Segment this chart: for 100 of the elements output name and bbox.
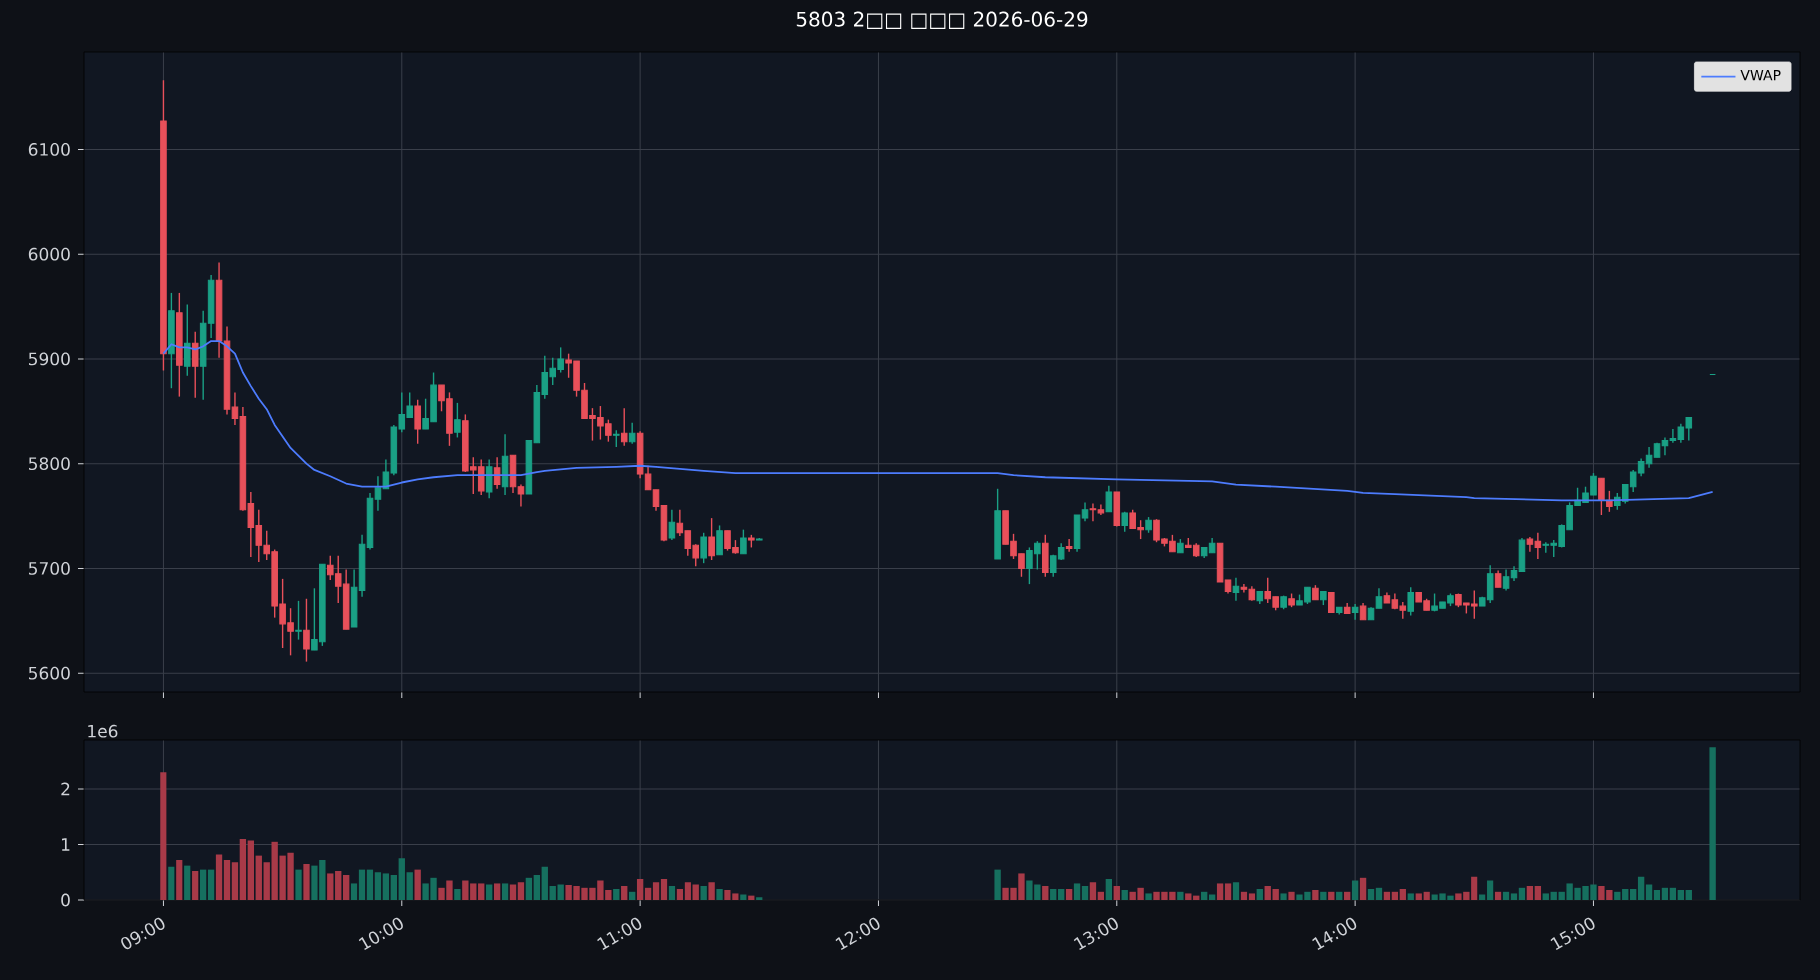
bar: [1661, 887, 1669, 900]
bar: [692, 884, 699, 900]
bar: [994, 869, 1001, 900]
bar: [700, 886, 707, 900]
bar: [1526, 886, 1534, 900]
bar: [1653, 890, 1661, 900]
bar: [756, 897, 763, 900]
bar: [1367, 888, 1375, 900]
bar: [724, 890, 731, 900]
bar: [192, 871, 199, 900]
candlestick: [303, 598, 310, 663]
bar: [223, 860, 231, 900]
bar: [1502, 891, 1510, 900]
bar: [1351, 880, 1359, 900]
y-tick-label: 5700: [28, 561, 70, 575]
bar: [1058, 888, 1065, 900]
chart-title: 5803 2□□ □□□ 2026-06-29: [796, 11, 1088, 29]
bar: [1383, 891, 1391, 900]
bar: [1050, 888, 1057, 900]
bar: [676, 888, 684, 900]
bar: [1113, 886, 1120, 900]
bar: [239, 838, 247, 900]
bar: [335, 871, 342, 900]
bar: [1518, 887, 1526, 900]
bar: [557, 884, 564, 900]
candlestick: [1105, 484, 1113, 513]
bar: [1145, 893, 1152, 900]
bar: [414, 869, 421, 900]
bar: [1105, 878, 1113, 900]
bar: [350, 883, 358, 900]
bar: [1494, 891, 1502, 900]
bar: [1534, 886, 1542, 900]
candlestick: [1328, 591, 1335, 613]
bar: [533, 875, 541, 900]
bar: [1240, 891, 1248, 900]
bar: [1272, 888, 1279, 900]
bar: [517, 882, 525, 900]
bar: [740, 894, 747, 900]
candlestick: [1081, 501, 1089, 522]
bar: [549, 886, 556, 900]
bar: [1391, 891, 1399, 900]
candlestick: [1351, 603, 1359, 621]
bar: [406, 872, 413, 900]
candlestick: [184, 303, 191, 377]
bar: [303, 863, 310, 900]
bar: [374, 872, 382, 900]
y-tick-label: 6100: [28, 142, 70, 156]
bar: [1177, 891, 1184, 900]
bar: [1550, 891, 1557, 900]
bar: [1081, 886, 1089, 900]
text: 1e6: [88, 724, 118, 738]
bar: [231, 862, 239, 900]
bar: [1677, 890, 1685, 900]
bar: [1645, 884, 1653, 900]
bar: [1296, 894, 1303, 900]
y-tick-label: 5600: [28, 666, 70, 680]
bar: [478, 883, 485, 900]
bar: [1208, 894, 1216, 900]
legend-label: VWAP: [1740, 70, 1781, 81]
bar: [1622, 888, 1629, 900]
candlestick: [1065, 538, 1073, 553]
bar: [279, 855, 286, 900]
candlestick: [700, 532, 707, 564]
candlestick: [1375, 587, 1383, 609]
bar: [247, 840, 255, 900]
bar: [1201, 891, 1208, 900]
bar: [358, 869, 366, 900]
bar: [1264, 886, 1271, 900]
bar: [1637, 876, 1645, 900]
bar: [255, 855, 262, 900]
y-tick-label: 6000: [28, 247, 70, 261]
bar: [1685, 890, 1692, 900]
bar: [1320, 891, 1327, 900]
candlestick: [620, 407, 628, 447]
y-tick-label: 1: [62, 838, 70, 851]
bar: [541, 866, 548, 900]
bar: [1288, 891, 1295, 900]
bar: [1336, 891, 1343, 900]
bar: [176, 860, 183, 900]
bar: [1089, 882, 1097, 900]
bar: [509, 884, 517, 900]
y-tick-label: 5800: [28, 457, 70, 471]
y-tick-label: 5900: [28, 352, 70, 366]
bar: [168, 866, 175, 900]
bar: [382, 873, 390, 900]
bar: [1359, 877, 1367, 900]
bar: [668, 886, 676, 900]
bar: [1399, 888, 1406, 900]
bar: [342, 875, 350, 900]
bar: [160, 772, 167, 900]
candlestick: [628, 422, 636, 445]
bar: [1304, 891, 1311, 900]
bar: [1479, 894, 1486, 900]
candlestick: [740, 528, 747, 555]
bar: [1328, 891, 1335, 900]
bar: [1121, 890, 1128, 900]
candlestick: [493, 456, 501, 490]
bar: [493, 883, 501, 900]
y-tick-label: 0: [61, 893, 70, 907]
bar: [287, 852, 294, 900]
